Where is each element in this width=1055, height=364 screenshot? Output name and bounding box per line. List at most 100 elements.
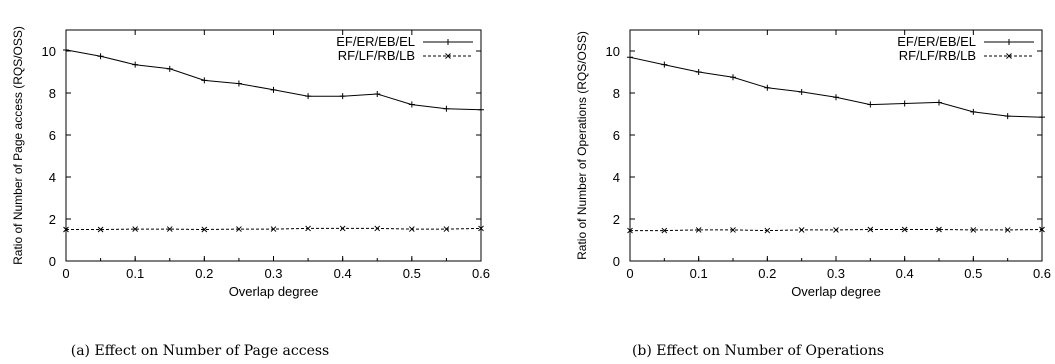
series-solid bbox=[627, 54, 1045, 121]
legend-marker bbox=[1006, 53, 1012, 59]
y-tick-label: 8 bbox=[49, 86, 56, 101]
data-point bbox=[936, 226, 942, 233]
y-tick-label: 4 bbox=[613, 170, 620, 185]
chart-panel-b: 0 0.1 0.2 0.3 0.4 0.5 0.6 0 2 4 6 8 10 Overlap degree… bbox=[575, 29, 1051, 359]
data-point bbox=[63, 46, 69, 53]
data-point bbox=[97, 53, 104, 60]
data-point bbox=[1004, 227, 1011, 233]
data-point bbox=[833, 94, 839, 101]
data-point bbox=[627, 54, 633, 61]
data-point bbox=[443, 226, 450, 232]
series-dashed bbox=[63, 225, 484, 233]
data-point bbox=[478, 225, 484, 232]
data-point bbox=[627, 227, 633, 234]
data-point bbox=[339, 93, 346, 100]
y-axis-label: Ratio of Number of Page access (RQS/OSS) bbox=[11, 26, 25, 265]
y-tick-label: 2 bbox=[613, 212, 620, 227]
y-tick-label: 6 bbox=[613, 128, 620, 143]
data-point bbox=[408, 101, 415, 108]
data-point bbox=[970, 108, 977, 115]
legend-label: RF/LF/RB/LB bbox=[338, 48, 415, 63]
x-tick-label: 0.2 bbox=[195, 266, 213, 281]
data-point bbox=[97, 226, 104, 233]
legend-label: RF/LF/RB/LB bbox=[899, 48, 976, 63]
data-point bbox=[661, 227, 668, 234]
x-tick-label: 0.6 bbox=[1033, 266, 1051, 281]
data-point bbox=[1039, 226, 1045, 233]
data-point bbox=[374, 225, 381, 232]
figure-caption: (b) Effect on Number of Operations bbox=[632, 343, 884, 359]
y-tick-label: 2 bbox=[49, 212, 56, 227]
data-point bbox=[867, 101, 874, 108]
data-point bbox=[443, 105, 450, 112]
x-tick-label: 0.2 bbox=[758, 266, 776, 281]
data-point bbox=[235, 80, 242, 87]
data-point bbox=[867, 226, 874, 233]
y-tick-label: 6 bbox=[49, 128, 56, 143]
x-tick-label: 0.3 bbox=[264, 266, 282, 281]
data-point bbox=[798, 88, 805, 95]
x-axis-label: Overlap degree bbox=[791, 284, 881, 299]
series-dashed bbox=[627, 226, 1045, 234]
data-point bbox=[201, 77, 208, 84]
data-point bbox=[661, 61, 668, 68]
data-point bbox=[63, 226, 69, 233]
data-point bbox=[236, 226, 242, 232]
legend-label: EF/ER/EB/EL bbox=[897, 34, 976, 49]
data-point bbox=[270, 226, 277, 232]
data-point bbox=[132, 226, 139, 232]
x-tick-label: 0.5 bbox=[964, 266, 982, 281]
x-tick-label: 0.1 bbox=[690, 266, 708, 281]
series-line bbox=[629, 56, 1043, 118]
chart-panel-a: 0 0.1 0.2 0.3 0.4 0.5 0.6 0 2 4 6 8 10 Overlap degree… bbox=[11, 26, 490, 359]
data-point bbox=[901, 100, 908, 107]
data-point bbox=[695, 227, 702, 233]
data-point bbox=[1039, 114, 1045, 121]
data-point bbox=[166, 226, 173, 232]
data-point bbox=[478, 106, 484, 113]
data-point bbox=[166, 65, 173, 72]
x-tick-label: 0.6 bbox=[472, 266, 490, 281]
data-point bbox=[1004, 113, 1011, 120]
y-tick-label: 10 bbox=[42, 44, 56, 59]
legend-label: EF/ER/EB/EL bbox=[336, 34, 415, 49]
data-point bbox=[305, 225, 311, 232]
data-point bbox=[901, 226, 908, 233]
plot-frame bbox=[629, 29, 1043, 262]
legend-marker bbox=[445, 53, 451, 59]
y-tick-label: 10 bbox=[606, 44, 620, 59]
data-point bbox=[833, 227, 839, 233]
y-axis-label: Ratio of Number of Operations (RQS/OSS) bbox=[575, 31, 589, 260]
series-line bbox=[65, 49, 482, 111]
data-point bbox=[730, 74, 736, 81]
y-tick-label: 4 bbox=[49, 170, 56, 185]
data-point bbox=[201, 226, 208, 233]
data-point bbox=[408, 226, 415, 232]
data-point bbox=[730, 227, 736, 233]
data-point bbox=[764, 227, 771, 234]
data-point bbox=[695, 69, 702, 75]
y-tick-label: 0 bbox=[613, 254, 620, 269]
legend-marker bbox=[445, 39, 451, 45]
x-tick-label: 0 bbox=[62, 266, 69, 281]
data-point bbox=[970, 227, 977, 233]
data-point bbox=[936, 99, 942, 106]
data-point bbox=[339, 225, 346, 232]
data-point bbox=[374, 91, 381, 98]
x-axis-label: Overlap degree bbox=[229, 284, 319, 299]
x-tick-label: 0.4 bbox=[896, 266, 914, 281]
data-point bbox=[305, 93, 312, 100]
legend-marker bbox=[1006, 39, 1012, 45]
x-tick-label: 0.3 bbox=[827, 266, 845, 281]
x-tick-label: 0.4 bbox=[334, 266, 352, 281]
x-tick-label: 0 bbox=[626, 266, 633, 281]
plot-frame bbox=[65, 29, 482, 262]
y-tick-label: 0 bbox=[49, 254, 56, 269]
data-point bbox=[132, 61, 139, 68]
x-tick-label: 0.5 bbox=[403, 266, 421, 281]
data-point bbox=[270, 86, 277, 93]
figure-caption: (a) Effect on Number of Page access bbox=[71, 343, 330, 359]
